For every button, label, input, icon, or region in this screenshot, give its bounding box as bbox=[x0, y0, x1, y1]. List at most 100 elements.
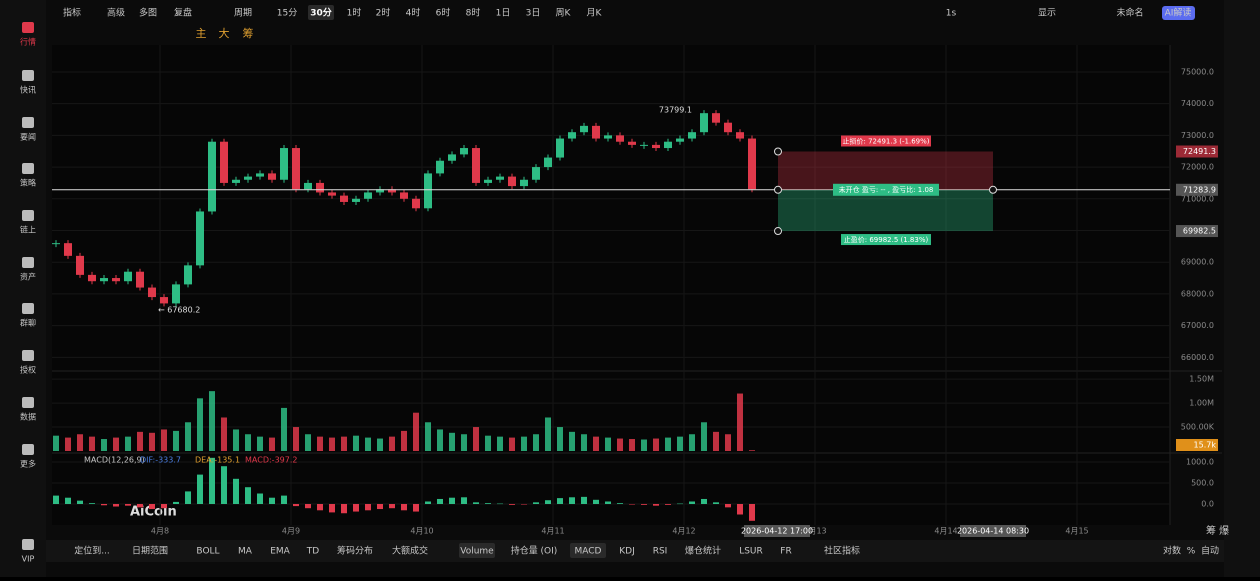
toolbar-button[interactable]: 高级 bbox=[107, 7, 125, 19]
toolbar-button[interactable]: 1s bbox=[946, 9, 957, 19]
macd-bar bbox=[749, 504, 755, 521]
bottom-button[interactable]: RSI bbox=[653, 547, 668, 557]
volume-bar bbox=[317, 436, 323, 451]
bottom-button[interactable]: 对数 bbox=[1163, 545, 1181, 557]
toolbar-button[interactable]: 30分 bbox=[310, 7, 332, 19]
macd-bar bbox=[401, 504, 407, 511]
toolbar-button[interactable]: 多图 bbox=[139, 7, 157, 19]
volume-bar bbox=[89, 436, 95, 451]
toolbar-button[interactable]: 15分 bbox=[277, 8, 297, 19]
sidebar-item[interactable]: 要闻 bbox=[20, 133, 36, 142]
bottom-button[interactable]: MACD bbox=[575, 547, 602, 557]
macd-indicator: DEA:-135.1 bbox=[195, 456, 240, 465]
toolbar-button[interactable]: 8时 bbox=[466, 7, 481, 19]
handle[interactable] bbox=[989, 185, 997, 194]
main-indicator-button[interactable]: 大 bbox=[219, 26, 230, 40]
toolbar-button[interactable]: 周K bbox=[556, 8, 572, 19]
bottom-button[interactable]: LSUR bbox=[739, 547, 763, 557]
volume-bar bbox=[53, 435, 59, 451]
bottom-button[interactable]: 定位到... bbox=[74, 545, 110, 557]
candle bbox=[412, 198, 420, 209]
toolbar-button[interactable]: 显示 bbox=[1038, 8, 1056, 19]
sidebar-item[interactable]: 策略 bbox=[20, 178, 36, 188]
candle bbox=[700, 113, 708, 133]
sidebar-item[interactable]: 快讯 bbox=[20, 85, 36, 95]
candle bbox=[592, 125, 600, 139]
toolbar-button[interactable]: 指标 bbox=[63, 7, 81, 19]
sidebar-item[interactable]: 行情 bbox=[20, 37, 36, 47]
macd-bar bbox=[173, 501, 179, 505]
bottom-button[interactable]: FR bbox=[780, 547, 791, 557]
main-indicator-button[interactable]: 筹 bbox=[243, 26, 254, 40]
handle[interactable] bbox=[774, 147, 782, 156]
bottom-button[interactable]: 持仓量 (OI) bbox=[511, 545, 558, 557]
y-tick-label: 67000.0 bbox=[1181, 321, 1214, 330]
macd-bar bbox=[437, 498, 443, 505]
volume-bar bbox=[125, 436, 131, 451]
bottom-button[interactable]: 社区指标 bbox=[824, 545, 860, 557]
macd-bar bbox=[725, 504, 731, 508]
bottom-button[interactable]: 自动 bbox=[1201, 545, 1219, 557]
bottom-button[interactable]: 日期范围 bbox=[132, 545, 168, 557]
bottom-button[interactable]: EMA bbox=[270, 547, 290, 557]
candle bbox=[340, 195, 348, 202]
volume-bar bbox=[209, 391, 215, 451]
toolbar-button[interactable]: 月K bbox=[587, 8, 603, 19]
bottom-button[interactable]: MA bbox=[238, 547, 253, 557]
volume-bar bbox=[257, 436, 263, 451]
sidebar-item[interactable]: 更多 bbox=[20, 459, 36, 469]
handle[interactable] bbox=[774, 185, 782, 194]
toolbar-button[interactable]: 周期 bbox=[234, 8, 252, 19]
bottom-button[interactable]: BOLL bbox=[196, 547, 219, 557]
bottom-button[interactable]: KDJ bbox=[619, 547, 635, 557]
y-tick-label: 1000.0 bbox=[1186, 458, 1214, 467]
x-tick-label: 4月14 bbox=[934, 527, 957, 536]
bottom-button[interactable]: 筹码分布 bbox=[337, 545, 373, 557]
volume-bar bbox=[425, 422, 431, 451]
toolbar-button[interactable]: 复盘 bbox=[174, 7, 192, 19]
sidebar-item[interactable]: 资产 bbox=[20, 272, 36, 282]
high-label: 73799.1 bbox=[659, 106, 692, 115]
macd-bar bbox=[545, 500, 551, 505]
toolbar-button[interactable]: AI解读 bbox=[1165, 7, 1192, 19]
sidebar-item[interactable]: 群聊 bbox=[20, 318, 36, 328]
toolbar-button[interactable]: 未命名 bbox=[1116, 7, 1143, 19]
y-tick-label: 500.0 bbox=[1191, 479, 1214, 488]
toolbar-button[interactable]: 2时 bbox=[376, 7, 391, 19]
profit-zone bbox=[778, 189, 993, 232]
candle bbox=[688, 132, 696, 139]
bottom-button[interactable]: Volume bbox=[460, 547, 494, 557]
y-tick-label: 66000.0 bbox=[1181, 353, 1214, 362]
volume-bar bbox=[617, 438, 623, 451]
toolbar-button[interactable]: 4时 bbox=[406, 7, 421, 19]
volume-bar bbox=[557, 427, 563, 451]
sidebar-item[interactable]: 数据 bbox=[20, 412, 36, 422]
candle bbox=[280, 148, 288, 180]
toolbar-button[interactable]: 3日 bbox=[526, 8, 541, 19]
stop-zone bbox=[778, 151, 993, 190]
candle bbox=[532, 167, 540, 180]
bottom-button[interactable]: % bbox=[1187, 547, 1196, 557]
x-tick-label: 4月12 bbox=[672, 527, 695, 536]
sidebar-item[interactable]: VIP bbox=[22, 555, 35, 564]
bottom-button[interactable]: 大额成交 bbox=[392, 545, 428, 557]
bottom-button[interactable]: TD bbox=[306, 547, 319, 557]
x-tick-label: 4月13 bbox=[803, 527, 826, 536]
macd-title: MACD(12,26,9) bbox=[84, 456, 145, 465]
macd-bar bbox=[341, 504, 347, 514]
volume-bar bbox=[101, 439, 107, 451]
sidebar-item[interactable]: 授权 bbox=[20, 365, 36, 375]
active-indicator bbox=[570, 543, 606, 558]
bottom-button[interactable]: 爆仓统计 bbox=[685, 545, 721, 557]
volume-bar bbox=[281, 407, 287, 451]
toolbar-button[interactable]: 6时 bbox=[436, 7, 451, 19]
volume-tag-label: 15.7k bbox=[1194, 441, 1217, 450]
main-indicator-button[interactable]: 主 bbox=[196, 27, 207, 40]
sidebar-item[interactable]: 链上 bbox=[20, 225, 36, 235]
handle[interactable] bbox=[774, 227, 782, 236]
toolbar-button[interactable]: 1日 bbox=[496, 8, 511, 19]
candle bbox=[208, 141, 216, 212]
candle bbox=[136, 271, 144, 288]
toolbar-button[interactable]: 1时 bbox=[347, 7, 362, 19]
candle bbox=[316, 182, 324, 193]
